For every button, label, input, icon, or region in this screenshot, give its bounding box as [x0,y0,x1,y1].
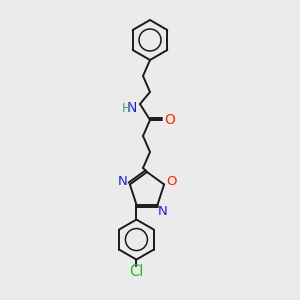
Text: N: N [117,176,127,188]
Text: N: N [127,101,137,115]
Text: Cl: Cl [129,264,144,279]
Text: O: O [165,113,176,127]
Text: H: H [121,103,131,116]
Text: O: O [167,176,177,188]
Text: N: N [158,205,167,218]
